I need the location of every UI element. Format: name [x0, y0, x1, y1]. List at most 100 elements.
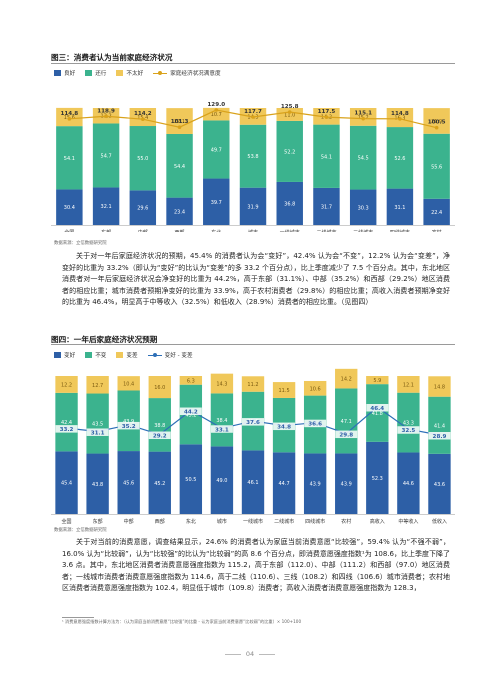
- figure3-legend: 良好 还行 不太好 家庭经济状况满意度: [54, 69, 231, 77]
- fig4-line-label-8: 36.6: [308, 422, 322, 428]
- paragraph-1-text: 关于对一年后家庭经济状况的预期，45.4% 的消费者认为会“变好”，42.4% …: [62, 252, 450, 307]
- fig4-bar-c-3: [148, 376, 171, 399]
- fig3-bar-b-10: [423, 133, 450, 199]
- fig4-data-label-c-5: 14.3: [216, 382, 227, 388]
- fig4-data-label-c-8: 10.6: [310, 386, 321, 392]
- fig3-bar-a-2: [129, 190, 157, 225]
- fig3-bar-b-1: [92, 123, 120, 188]
- figure3-source: 数据来源：立信数据研究院: [54, 241, 107, 246]
- fig3-bar-a-3: [166, 197, 193, 225]
- fig4-line-label-7: 34.8: [277, 425, 291, 431]
- fig3-tick-label-8: 三线城市: [353, 229, 373, 232]
- fig4-bar-a-4: [179, 444, 203, 514]
- fig4-bar-a-1: [86, 453, 109, 514]
- fig3-data-label-b-7: 54.1: [321, 154, 332, 160]
- fig3-line-point-10: [434, 125, 439, 130]
- fig4-bar-a-2: [117, 451, 140, 514]
- fig3-line-label-8: 115.1: [354, 111, 372, 117]
- fig4-data-label-b-5: 38.4: [216, 418, 227, 424]
- fig4-line-label-1: 31.1: [91, 430, 105, 436]
- fig3-bar-c-2: [129, 108, 157, 127]
- fig3-data-label-a-9: 31.1: [394, 205, 405, 211]
- fig3-data-label-c-10: 21.9: [431, 119, 442, 125]
- fig4-line-label-bg-4: [179, 407, 202, 416]
- fig3-bar-c-0: [56, 107, 83, 127]
- fig3-line-label-6: 125.8: [281, 104, 299, 110]
- fig4-bar-a-10: [366, 441, 389, 514]
- fig4-line-label-bg-1: [86, 428, 109, 436]
- fig4-tick-label-11: 中等收入: [398, 518, 418, 524]
- fig3-data-label-b-4: 49.7: [211, 147, 222, 153]
- fig4-data-label-c-0: 12.2: [61, 382, 72, 388]
- fig3-bar-a-8: [349, 189, 377, 225]
- paragraph-2-text: 关于对当前的消费意愿，调查结果显示，24.6% 的消费者认为家庭当前消费意愿“比…: [62, 538, 450, 593]
- fig3-line-point-3: [177, 125, 182, 129]
- fig3-data-label-b-3: 54.4: [174, 164, 185, 170]
- fig4-data-label-a-7: 44.7: [279, 481, 290, 487]
- fig4-data-label-c-3: 16.0: [154, 385, 165, 391]
- fig4-data-label-b-4: 43.2: [185, 413, 196, 419]
- legend-item-ok: 还行: [85, 69, 106, 77]
- figure3-title-rule: [51, 63, 455, 64]
- fig4-data-label-a-6: 46.1: [247, 480, 258, 486]
- fig3-data-label-a-4: 39.7: [211, 200, 222, 206]
- fig4-bar-c-7: [272, 382, 296, 398]
- fig4-tick-label-12: 低收入: [432, 518, 447, 524]
- fig4-bar-a-0: [55, 451, 78, 514]
- fig3-data-label-a-0: 30.4: [64, 205, 75, 211]
- fig3-bar-a-6: [276, 181, 303, 225]
- fig4-bar-c-10: [366, 376, 389, 385]
- fig3-line-point-4: [214, 108, 219, 112]
- fig3-data-label-b-2: 55.0: [137, 156, 148, 162]
- fig3-bar-b-0: [56, 126, 83, 190]
- fig4-bar-c-4: [179, 376, 203, 385]
- fig4-bar-a-8: [303, 453, 327, 514]
- fig4-line-label-bg-6: [242, 418, 264, 426]
- fig3-data-label-b-8: 54.5: [358, 156, 369, 162]
- fig4-data-label-b-9: 47.1: [341, 419, 352, 425]
- fig3-tick-label-1: 东部: [101, 229, 111, 232]
- fig3-data-label-b-0: 54.1: [64, 156, 75, 162]
- fig4-bar-a-3: [148, 451, 171, 514]
- fig4-data-label-a-9: 43.9: [341, 482, 352, 488]
- legend-item-net: 变好 - 变差: [147, 351, 193, 359]
- fig4-tick-label-10: 高收入: [370, 518, 385, 524]
- fig4-data-label-c-6: 11.2: [247, 382, 258, 388]
- figure4-legend: 变好 不变 变差 变好 - 变差: [54, 351, 203, 359]
- fig4-line-label-bg-9: [335, 430, 358, 439]
- fig4-bar-b-5: [210, 393, 234, 447]
- fig4-tick-label-6: 一线城市: [243, 518, 263, 524]
- fig4-data-label-b-2: 43.9: [123, 419, 134, 425]
- fig3-bar-b-3: [166, 133, 193, 198]
- fig4-data-label-b-0: 42.4: [61, 420, 72, 426]
- fig4-bar-a-12: [428, 453, 451, 514]
- fig3-line-point-6: [287, 110, 292, 114]
- figure4-title: 图四：一年后家庭经济状况预期: [51, 335, 158, 344]
- fig4-bar-b-11: [397, 392, 420, 453]
- fig3-tick-label-2: 中部: [138, 229, 148, 232]
- fig4-bar-c-9: [335, 368, 358, 389]
- legend-item-good: 良好: [54, 69, 75, 77]
- fig3-data-label-b-1: 54.7: [101, 153, 112, 159]
- fig4-bar-a-11: [397, 452, 420, 514]
- fig4-line-label-bg-10: [366, 404, 389, 412]
- fig4-tick-label-4: 东北: [186, 518, 196, 524]
- fig4-line-label-4: 44.2: [184, 410, 198, 416]
- fig4-tick-label-0: 全国: [62, 518, 72, 524]
- fig3-bar-a-10: [423, 198, 450, 225]
- fig3-data-label-c-6: 11.0: [284, 112, 295, 118]
- fig3-bar-a-9: [386, 188, 414, 225]
- fig3-bar-b-4: [203, 120, 230, 179]
- fig4-bar-c-5: [210, 373, 234, 394]
- fig3-data-label-c-4: 10.7: [211, 112, 222, 118]
- fig4-tick-label-7: 二线城市: [274, 518, 294, 524]
- fig3-bar-a-7: [313, 187, 340, 225]
- fig4-bar-b-2: [117, 390, 140, 452]
- fig4-data-label-b-3: 38.8: [154, 423, 165, 429]
- legend-item-better: 变好: [54, 351, 75, 359]
- fig4-line-label-10: 46.4: [370, 406, 384, 412]
- fig3-bar-b-7: [313, 124, 340, 188]
- fig3-data-label-b-10: 55.6: [431, 164, 442, 170]
- fig4-line-label-bg-5: [210, 425, 233, 433]
- fig4-bar-a-7: [272, 452, 296, 514]
